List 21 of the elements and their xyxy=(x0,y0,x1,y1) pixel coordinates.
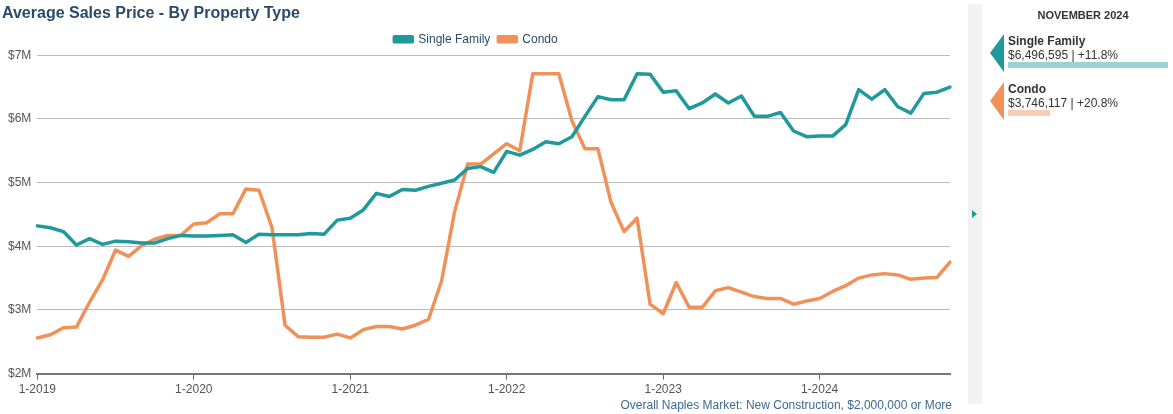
text: Single Family xyxy=(1008,34,1086,48)
y-tick-label: $2M xyxy=(8,365,32,380)
y-tick-label: $4M xyxy=(8,238,32,253)
y-tick-label: $3M xyxy=(8,302,32,317)
y-tick-label: $7M xyxy=(8,47,32,62)
x-tick-label: 1-2020 xyxy=(175,382,213,397)
legend-label: Single Family xyxy=(418,31,491,46)
text: $3,746,117 | +20.8% xyxy=(1008,96,1118,110)
x-tick-label: 1-2023 xyxy=(644,382,683,397)
chart-title: Average Sales Price - By Property Type xyxy=(2,4,301,22)
legend-label: Condo xyxy=(522,31,559,46)
x-tick-label: 1-2022 xyxy=(488,382,526,397)
x-tick-label: 1-2024 xyxy=(800,382,839,397)
x-tick-label: 1-2021 xyxy=(331,382,370,397)
text: NOVEMBER 2024 xyxy=(1036,9,1130,21)
text: $6,496,595 | +11.8% xyxy=(1008,48,1118,62)
text: Overall Naples Market: New Construction, $2,000,000 or More xyxy=(620,398,953,413)
y-tick-label: $6M xyxy=(8,111,32,126)
text: Condo xyxy=(1008,82,1046,96)
x-tick-label: 1-2019 xyxy=(18,382,57,397)
y-tick-label: $5M xyxy=(8,174,32,189)
